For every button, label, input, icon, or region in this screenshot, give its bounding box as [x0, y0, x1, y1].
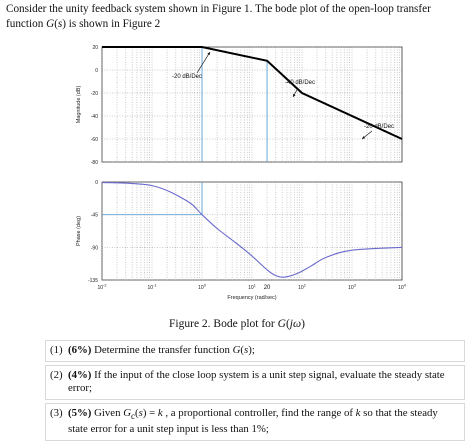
phase-tick-label: -45: [91, 213, 98, 219]
bode-plot-figure: 20 0 -20 -40 -60 -80 Magnitude (dB) -20 dB/Dec -…: [76, 45, 406, 301]
question-weight: (5%): [68, 406, 92, 419]
question-text: Given Gc(s) = k , a proportional control…: [68, 406, 438, 436]
frequency-axis-label: Frequency (rad/sec): [227, 295, 276, 301]
magnitude-tick-label: -60: [91, 137, 98, 143]
question-3: (3) (5%) Given Gc(s) = k , a proportiona…: [45, 402, 465, 441]
magnitude-tick-label: 0: [95, 68, 98, 74]
question-text: If the input of the close loop system is…: [68, 368, 445, 395]
question-list: (1) (6%) Determine the transfer function…: [45, 340, 465, 444]
frequency-tick-label: 10-1: [148, 284, 157, 292]
question-1: (1) (6%) Determine the transfer function…: [45, 340, 465, 362]
question-text: Determine the transfer function G(s);: [91, 344, 255, 356]
phase-tick-label: 0: [95, 180, 98, 186]
intro-line-2: function G(s) is shown in Figure 2: [6, 17, 161, 30]
phase-tick-label: -90: [91, 245, 98, 251]
magnitude-tick-label: -20: [91, 91, 98, 97]
problem-intro: Consider the unity feedback system shown…: [6, 2, 468, 31]
slope-annotation: -20 dB/Dec: [172, 74, 202, 80]
annotation-arrow: [196, 51, 211, 74]
frequency-tick-label-20: 20: [264, 285, 271, 291]
phase-tick-label: -135: [88, 278, 98, 284]
frequency-tick-label: 104: [398, 284, 406, 292]
frequency-tick-label: 102: [298, 284, 306, 292]
frequency-tick-label: 100: [198, 284, 206, 292]
annotation-arrowhead: [293, 93, 296, 97]
phase-axis-label: Phase (deg): [76, 216, 82, 246]
magnitude-tick-label: -40: [91, 114, 98, 120]
slope-annotation: -40 dB/Dec: [285, 80, 315, 86]
annotation-arrowhead: [362, 136, 366, 139]
frequency-tick-label: 10-2: [98, 284, 107, 292]
intro-line-1: Consider the unity feedback system shown…: [6, 3, 431, 15]
frequency-tick-label: 101: [248, 284, 256, 292]
magnitude-axis-label: Magnitude (dB): [76, 86, 82, 124]
annotation-arrowhead: [207, 52, 210, 56]
question-number: (1): [50, 344, 63, 356]
question-weight: (6%): [68, 344, 92, 356]
phase-plot-area: [101, 181, 403, 281]
magnitude-tick-label: 20: [92, 45, 98, 51]
question-weight: (4%): [68, 368, 92, 381]
question-number: (3): [50, 406, 63, 419]
magnitude-tick-label: -80: [91, 160, 98, 166]
question-number: (2): [50, 368, 63, 381]
figure-caption: Figure 2. Bode plot for G(jω): [169, 318, 305, 330]
frequency-tick-label: 103: [348, 284, 356, 292]
question-2: (2) (4%) If the input of the close loop …: [45, 364, 465, 400]
magnitude-series-line: [102, 46, 403, 140]
phase-series-line: [101, 181, 403, 278]
slope-annotation: -20 dB/Dec: [364, 124, 394, 130]
